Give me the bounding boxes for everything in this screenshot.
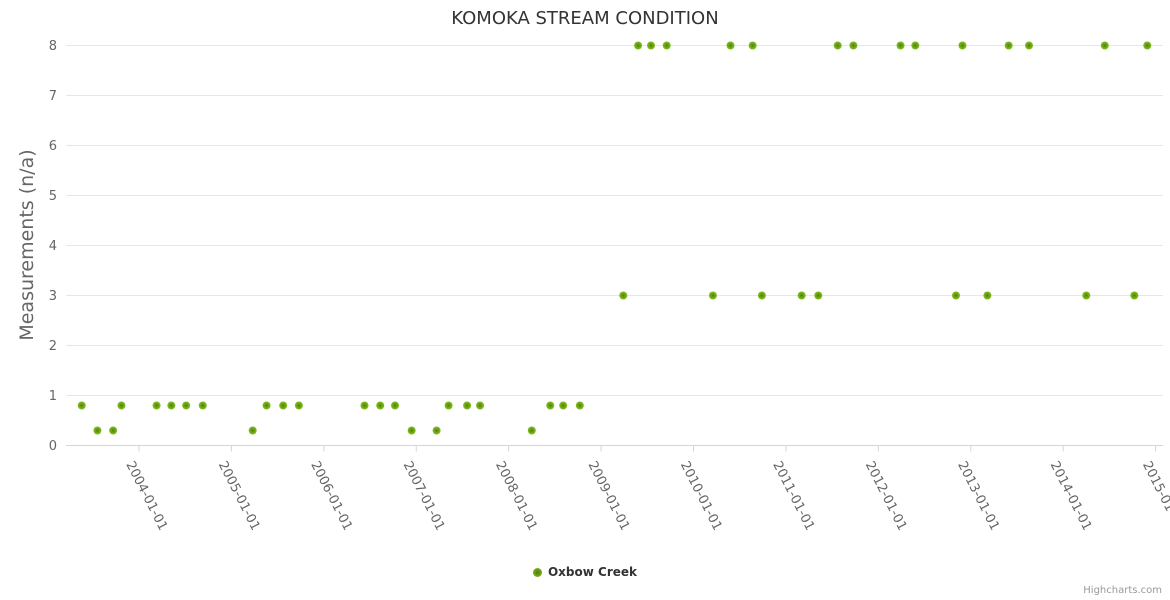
data-point[interactable]: [262, 401, 271, 410]
x-tick-label: 2004-01-01: [122, 459, 170, 533]
data-point[interactable]: [958, 41, 967, 50]
data-point[interactable]: [575, 401, 584, 410]
data-point[interactable]: [198, 401, 207, 410]
y-tick-label: 5: [49, 189, 57, 204]
legend-marker-icon: [532, 567, 542, 577]
y-tick-label: 3: [49, 289, 57, 304]
legend-item-oxbow-creek[interactable]: Oxbow Creek: [0, 562, 1170, 582]
data-point[interactable]: [726, 41, 735, 50]
data-point[interactable]: [117, 401, 126, 410]
data-point[interactable]: [109, 426, 118, 435]
data-point[interactable]: [93, 426, 102, 435]
data-point[interactable]: [849, 41, 858, 50]
data-point[interactable]: [463, 401, 472, 410]
y-tick-label: 7: [49, 89, 57, 104]
chart-title: KOMOKA STREAM CONDITION: [451, 8, 719, 29]
data-point[interactable]: [391, 401, 400, 410]
data-point[interactable]: [1082, 291, 1091, 300]
x-tick-label: 2007-01-01: [400, 459, 448, 533]
data-point[interactable]: [634, 41, 643, 50]
data-point[interactable]: [662, 41, 671, 50]
data-point[interactable]: [77, 401, 86, 410]
x-tick-label: 2013-01-01: [954, 459, 1002, 533]
highcharts-credit[interactable]: Highcharts.com: [1083, 585, 1162, 596]
y-tick-label: 4: [49, 239, 57, 254]
data-point[interactable]: [911, 41, 920, 50]
data-point[interactable]: [1100, 41, 1109, 50]
data-point[interactable]: [1143, 41, 1152, 50]
y-tick-label: 0: [49, 439, 57, 454]
data-point[interactable]: [444, 401, 453, 410]
data-point[interactable]: [559, 401, 568, 410]
data-point[interactable]: [407, 426, 416, 435]
x-tick-label: 2012-01-01: [862, 459, 910, 533]
data-point[interactable]: [647, 41, 656, 50]
data-point[interactable]: [167, 401, 176, 410]
x-tick-label: 2008-01-01: [492, 459, 540, 533]
data-point[interactable]: [294, 401, 303, 410]
data-point[interactable]: [476, 401, 485, 410]
data-point[interactable]: [797, 291, 806, 300]
x-tick-label: 2010-01-01: [677, 459, 725, 533]
data-point[interactable]: [983, 291, 992, 300]
y-tick-label: 8: [49, 39, 57, 54]
x-tick-label: 2005-01-01: [215, 459, 263, 533]
x-tick-label: 2006-01-01: [307, 459, 355, 533]
data-point[interactable]: [432, 426, 441, 435]
data-point[interactable]: [152, 401, 161, 410]
y-tick-label: 1: [49, 389, 57, 404]
data-point[interactable]: [833, 41, 842, 50]
data-point[interactable]: [376, 401, 385, 410]
y-tick-label: 6: [49, 139, 57, 154]
data-point[interactable]: [814, 291, 823, 300]
y-tick-label: 2: [49, 339, 57, 354]
data-point[interactable]: [546, 401, 555, 410]
data-point[interactable]: [708, 291, 717, 300]
data-point[interactable]: [360, 401, 369, 410]
y-axis-title: Measurements (n/a): [16, 149, 38, 341]
data-point[interactable]: [1004, 41, 1013, 50]
data-point[interactable]: [1024, 41, 1033, 50]
x-tick-label: 2009-01-01: [585, 459, 633, 533]
legend-label: Oxbow Creek: [547, 565, 638, 579]
data-point[interactable]: [619, 291, 628, 300]
data-point[interactable]: [279, 401, 288, 410]
data-point[interactable]: [527, 426, 536, 435]
data-point[interactable]: [748, 41, 757, 50]
x-tick-label: 2014-01-01: [1047, 459, 1095, 533]
data-point[interactable]: [757, 291, 766, 300]
data-point[interactable]: [951, 291, 960, 300]
data-point[interactable]: [182, 401, 191, 410]
data-point[interactable]: [248, 426, 257, 435]
x-tick-label: 2015-01-01: [1139, 459, 1170, 533]
data-point[interactable]: [1130, 291, 1139, 300]
data-point[interactable]: [896, 41, 905, 50]
x-tick-label: 2011-01-01: [769, 459, 817, 533]
